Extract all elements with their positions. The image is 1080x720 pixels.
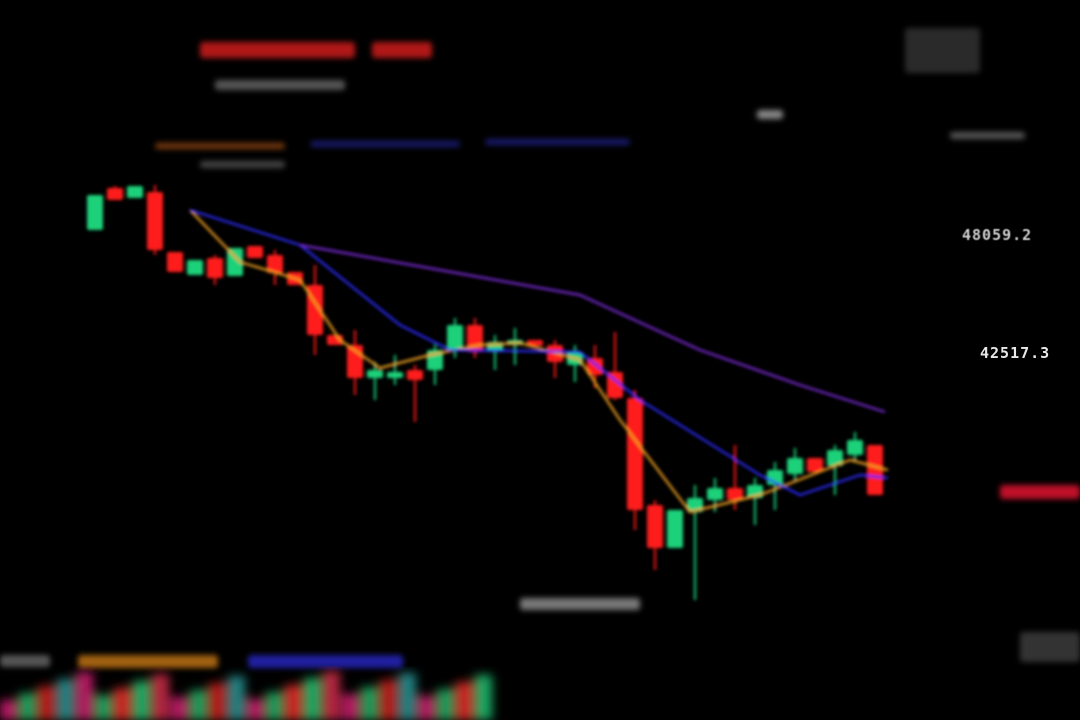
- volume-bar: [76, 672, 93, 720]
- blurred-low-label: [520, 598, 640, 610]
- candle-up: [667, 510, 683, 548]
- candle-down: [107, 187, 123, 200]
- volume-bars: [0, 671, 492, 720]
- blurred-title: [200, 42, 355, 58]
- candle-down: [607, 371, 623, 399]
- volume-bar: [304, 678, 321, 720]
- price-axis-label-1: 48059.2: [962, 226, 1033, 244]
- candle-up: [367, 370, 383, 378]
- candle-up: [87, 194, 103, 230]
- price-axis-label-2: 42517.3: [980, 344, 1051, 362]
- volume-bar: [209, 683, 226, 720]
- volume-bar: [228, 676, 245, 720]
- volume-bar: [0, 700, 17, 720]
- candle-up: [447, 324, 463, 351]
- blurred-bottom-right-text: [1020, 632, 1080, 662]
- candle-down: [627, 398, 643, 511]
- blurred-legend-orange: [155, 143, 285, 149]
- blurred-current-price-tag: [1000, 485, 1080, 499]
- volume-bar: [342, 694, 359, 720]
- blurred-mid-label: [757, 110, 783, 119]
- candle-down: [527, 340, 543, 346]
- blurred-axis-label-top: [950, 132, 1025, 139]
- candle-up: [687, 498, 703, 513]
- volume-bar: [361, 687, 378, 720]
- candle-down: [247, 245, 263, 258]
- volume-bar: [190, 690, 207, 720]
- volume-bar: [399, 673, 416, 720]
- volume-bar: [456, 682, 473, 720]
- volume-bar: [247, 699, 264, 720]
- blurred-legend-grey: [200, 161, 285, 168]
- candle-up: [127, 185, 143, 199]
- volume-bar: [285, 685, 302, 720]
- candle-down: [267, 254, 283, 274]
- candle-up: [847, 440, 863, 455]
- volume-bar: [323, 671, 340, 720]
- candle-down: [407, 370, 423, 381]
- volume-bar: [38, 686, 55, 720]
- blurred-legend-blue: [310, 141, 460, 147]
- volume-bar: [19, 693, 36, 720]
- volume-bar: [57, 679, 74, 720]
- blurred-volume-legend: [0, 655, 50, 667]
- blurred-subtitle: [215, 80, 345, 90]
- candle-down: [727, 487, 743, 500]
- candle-up: [827, 450, 843, 467]
- candle-up: [227, 247, 243, 276]
- volume-bar: [152, 674, 169, 720]
- blurred-top-right-text: [905, 28, 980, 73]
- blurred-legend-blue-2: [485, 139, 630, 145]
- volume-bar: [171, 697, 188, 720]
- volume-bar: [95, 695, 112, 720]
- candle-down: [867, 445, 883, 495]
- blurred-title-suffix: [372, 42, 432, 58]
- candle-up: [187, 259, 203, 276]
- candle-down: [207, 257, 223, 278]
- blurred-volume-legend-blue: [248, 655, 403, 668]
- volume-bar: [418, 696, 435, 720]
- volume-bar: [380, 680, 397, 720]
- blurred-volume-legend-orange: [78, 655, 218, 668]
- candle-down: [147, 191, 163, 251]
- candle-up: [707, 487, 723, 500]
- volume-bar: [114, 688, 131, 720]
- volume-bar: [266, 692, 283, 720]
- plot-area: [87, 184, 889, 600]
- candle-up: [787, 457, 803, 474]
- moving-average-ma_fast: [189, 209, 889, 514]
- moving-average-ma_slow: [299, 243, 886, 414]
- moving-average-ma_mid: [189, 208, 889, 497]
- candle-up: [387, 371, 403, 378]
- volume-bar: [133, 681, 150, 720]
- volume-bar: [437, 689, 454, 720]
- candle-down: [167, 252, 183, 272]
- candle-down: [807, 457, 823, 472]
- candle-down: [587, 357, 603, 376]
- volume-bar: [475, 675, 492, 720]
- candle-down: [647, 505, 663, 548]
